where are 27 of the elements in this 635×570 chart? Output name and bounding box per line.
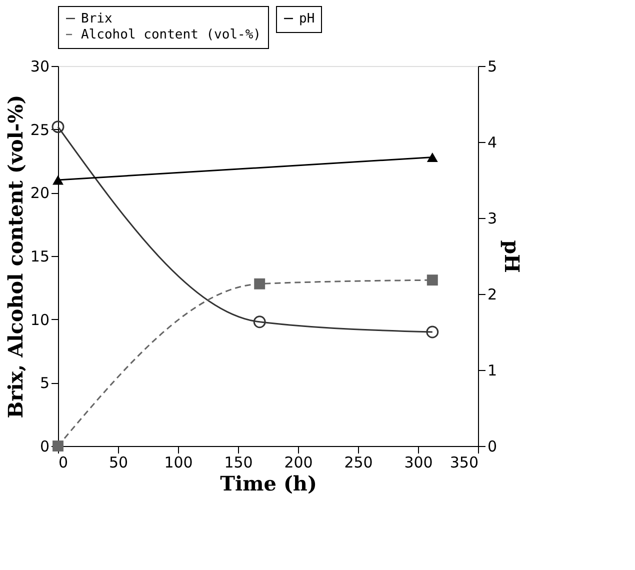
x-tick-label: 50 <box>108 454 128 472</box>
x-tick-label: 200 <box>284 454 313 472</box>
y-tick-label: 30 <box>30 58 50 76</box>
y2-tick-label: 1 <box>488 362 498 380</box>
legend-label: pH <box>299 12 315 26</box>
x-tick-label: 350 <box>450 454 478 472</box>
y-tick-label: 15 <box>30 248 50 266</box>
y2-tick-label: 2 <box>488 286 498 304</box>
x-tick-label: 250 <box>344 454 373 472</box>
x-axis-title: Time (h) <box>220 472 317 496</box>
y2-axis-title: pH <box>500 240 524 273</box>
y-tick-label: 10 <box>30 310 50 329</box>
x-tick-label: 100 <box>164 454 193 472</box>
x-tick-label: 300 <box>404 454 433 472</box>
y-axis-title: Brix, Alcohol content (vol-%) <box>3 94 28 418</box>
y-tick-label: 0 <box>40 438 50 456</box>
y-tick-label: 20 <box>30 184 50 202</box>
y2-tick-label: 5 <box>488 58 498 76</box>
y-tick-label: 5 <box>40 374 50 392</box>
y2-tick-label: 0 <box>488 438 498 456</box>
y2-tick-label: 4 <box>488 134 498 152</box>
y-tick-label: 25 <box>30 120 50 139</box>
x-tick-label: 0 <box>58 454 68 472</box>
x-tick-label: 150 <box>224 454 253 472</box>
y2-tick-label: 3 <box>488 210 498 228</box>
legend-label: Alcohol content (vol-%) <box>81 28 262 42</box>
legend-label: Brix <box>81 12 112 26</box>
